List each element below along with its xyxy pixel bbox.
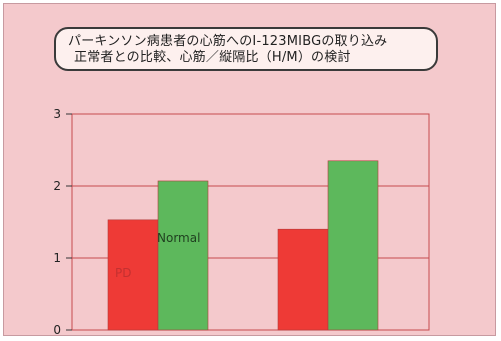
y-axis: 0 1 2 3 [53, 107, 72, 337]
y-tick-label: 1 [53, 251, 61, 265]
slide-title-box: パーキンソン病患者の心筋へのI-123MIBGの取り込み 正常者との比較、心筋／… [54, 27, 438, 71]
y-tick-label: 3 [53, 107, 61, 121]
bars [107, 160, 379, 331]
title-line-1: パーキンソン病患者の心筋へのI-123MIBGの取り込み [68, 34, 388, 49]
y-tick-label: 2 [53, 179, 61, 193]
series-label-pd: PD [115, 266, 131, 280]
y-tick-label: 0 [53, 323, 61, 337]
bar-pd-2 [277, 228, 329, 331]
title-line-2: 正常者との比較、心筋／縦隔比（H/M）の検討 [74, 50, 351, 65]
series-label-normal: Normal [157, 231, 200, 245]
bar-normal-1 [157, 180, 209, 331]
bar-normal-2 [327, 160, 379, 331]
series-labels: PD Normal [115, 231, 200, 280]
bar-pd-1 [107, 219, 159, 331]
